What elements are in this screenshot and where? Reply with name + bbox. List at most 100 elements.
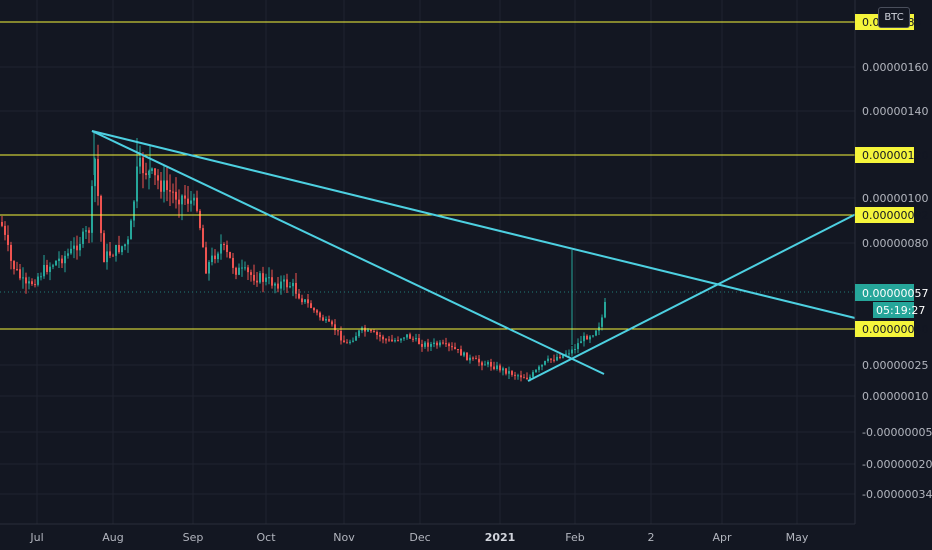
- candle-body: [448, 343, 450, 347]
- candle-body: [145, 173, 147, 176]
- trendline-rising[interactable]: [527, 212, 859, 382]
- candle-body: [538, 366, 540, 370]
- candle-body: [439, 342, 441, 346]
- candle-body: [316, 310, 318, 313]
- y-tick-label: -0.00000020: [862, 458, 932, 471]
- candle-body: [481, 362, 483, 366]
- candle-body: [244, 267, 246, 269]
- candle-body: [520, 375, 522, 378]
- candle-body: [412, 338, 414, 340]
- candle-body: [97, 158, 99, 196]
- candle-body: [172, 191, 174, 193]
- candle-body: [454, 347, 456, 350]
- candle-body: [31, 281, 33, 285]
- candle-body: [418, 338, 420, 345]
- candle-body: [442, 342, 444, 344]
- candle-body: [226, 245, 228, 253]
- candle-body: [478, 358, 480, 363]
- candle-body: [529, 376, 531, 380]
- candle-body: [49, 266, 51, 272]
- candle-body: [286, 279, 288, 288]
- candle-body: [583, 335, 585, 342]
- x-tick-label: Aug: [102, 531, 123, 544]
- candle-body: [214, 255, 216, 260]
- candle-body: [331, 321, 333, 325]
- candle-body: [262, 273, 264, 282]
- candle-body: [40, 276, 42, 278]
- price-axis[interactable]: 0.00000160 0.00000140 0.00000100 0.00000080…: [862, 61, 932, 501]
- candle-body: [280, 281, 282, 289]
- last-price-badge: [855, 284, 914, 301]
- candle-body: [4, 225, 6, 235]
- countdown-badge: [873, 302, 914, 318]
- candle-body: [34, 284, 36, 286]
- candle-body: [271, 277, 273, 286]
- x-tick-label: Jul: [29, 531, 43, 544]
- candle-body: [64, 255, 66, 264]
- x-tick-label: Dec: [409, 531, 430, 544]
- candle-body: [523, 377, 525, 379]
- candle-body: [274, 283, 276, 286]
- time-axis[interactable]: Jul Aug Sep Oct Nov Dec 2021 Feb 2 Apr May: [29, 531, 808, 544]
- trendline-lower[interactable]: [91, 130, 605, 375]
- candle-body: [421, 344, 423, 347]
- candle-body: [70, 248, 72, 254]
- x-tick-label: Apr: [712, 531, 732, 544]
- candle-body: [466, 352, 468, 361]
- candle-body: [493, 366, 495, 370]
- candle-body: [595, 330, 597, 336]
- trendlines[interactable]: [91, 130, 859, 382]
- candle-body: [235, 267, 237, 275]
- countdown-text: 05:19:27: [876, 304, 925, 317]
- candle-body: [517, 375, 519, 377]
- candle-body: [55, 261, 57, 266]
- candle-body: [106, 251, 108, 263]
- candle-body: [433, 342, 435, 344]
- last-price-text: 0.00000057: [862, 287, 928, 300]
- candle-body: [490, 362, 492, 367]
- candle-body: [592, 335, 594, 337]
- candle-body: [397, 340, 399, 342]
- candle-body: [166, 180, 168, 191]
- candle-body: [505, 368, 507, 374]
- candle-body: [301, 298, 303, 303]
- candle-body: [283, 279, 285, 282]
- candle-body: [28, 281, 30, 284]
- level-badge: [855, 321, 914, 337]
- candle-body: [247, 267, 249, 273]
- candle-body: [364, 327, 366, 332]
- candle-body: [436, 342, 438, 346]
- currency-badge[interactable]: BTC: [878, 7, 910, 28]
- candle-body: [163, 180, 165, 192]
- trendline-upper[interactable]: [91, 130, 856, 319]
- candle-body: [385, 339, 387, 341]
- candle-body: [76, 245, 78, 251]
- x-tick-label: Nov: [333, 531, 355, 544]
- level-badge: [855, 207, 914, 223]
- candle-body: [589, 336, 591, 340]
- candle-body: [376, 332, 378, 335]
- candle-body: [526, 377, 528, 380]
- y-tick-label: 0.00000160: [862, 61, 928, 74]
- candle-body: [91, 186, 93, 233]
- candle-body: [115, 244, 117, 256]
- candle-body: [85, 230, 87, 232]
- candle-body: [94, 158, 96, 187]
- x-tick-label: 2: [648, 531, 655, 544]
- candle-body: [193, 197, 195, 201]
- candle-body: [601, 317, 603, 327]
- candle-body: [460, 349, 462, 356]
- candle-body: [88, 230, 90, 233]
- candle-body: [511, 371, 513, 375]
- candle-body: [211, 255, 213, 263]
- candle-body: [487, 362, 489, 365]
- candle-body: [37, 276, 39, 285]
- candle-body: [358, 330, 360, 337]
- x-tick-label: Oct: [256, 531, 276, 544]
- candle-body: [7, 234, 9, 245]
- candle-body: [394, 340, 396, 342]
- candle-body: [232, 257, 234, 268]
- candle-body: [337, 330, 339, 332]
